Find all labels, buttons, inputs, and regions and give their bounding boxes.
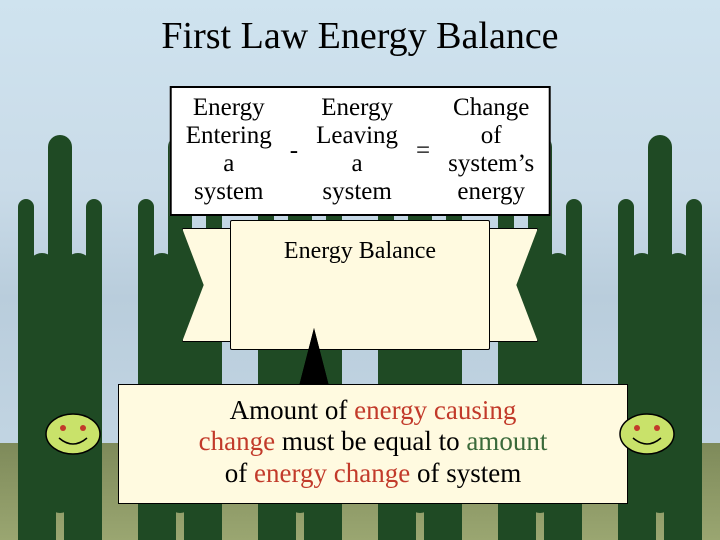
bg-tile (0, 0, 120, 540)
callout-pointer (300, 330, 328, 388)
equation-term-entering: Energy Entering a system (172, 88, 286, 214)
callout-em-change2: energy change (254, 458, 410, 488)
ribbon-banner: Energy Balance (190, 220, 530, 350)
ribbon-label: Energy Balance (190, 238, 530, 265)
equation-minus: - (286, 137, 302, 165)
energy-equation: Energy Entering a system - Energy Leavin… (170, 86, 551, 216)
callout-text: of system (410, 458, 521, 488)
bg-ground (0, 443, 120, 540)
callout-box: Amount of energy causing change must be … (118, 384, 628, 504)
equation-term-leaving: Energy Leaving a system (302, 88, 412, 214)
equation-term-change: Change of system’s energy (434, 88, 548, 214)
callout-em-cause: energy causing (354, 395, 516, 425)
callout-text: Amount of (230, 395, 355, 425)
callout-em-amount: amount (466, 426, 547, 456)
slide: First Law Energy Balance Energy Entering… (0, 0, 720, 540)
equation-equals: = (412, 137, 434, 165)
smiley-icon (44, 412, 102, 456)
callout-text: of (225, 458, 254, 488)
callout-em-change1: change (199, 426, 275, 456)
smiley-icon (618, 412, 676, 456)
slide-title: First Law Energy Balance (0, 14, 720, 58)
callout-text: must be equal to (275, 426, 466, 456)
